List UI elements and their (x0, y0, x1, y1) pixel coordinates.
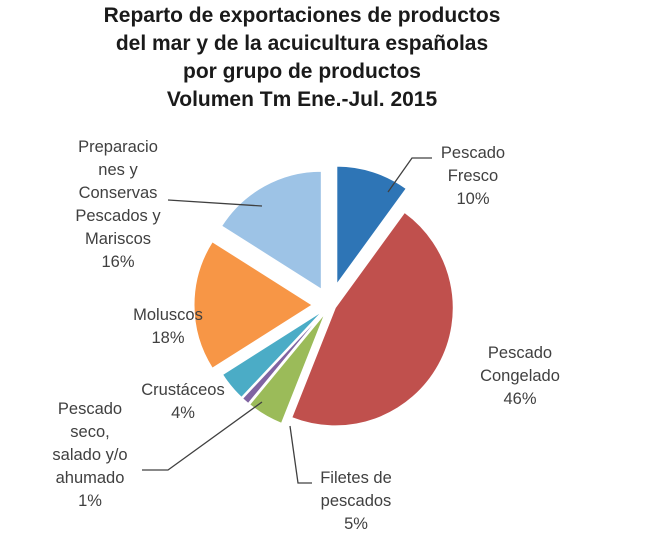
pie-slice-pescado-fresco (336, 165, 407, 286)
pie-slice-pescado-congelado (291, 211, 454, 427)
slice-label-line: Crustáceos (141, 381, 224, 399)
pie-slice-crustaceos (221, 310, 323, 399)
slice-label-line: ahumado (56, 469, 125, 487)
chart-title-line-4: Volumen Tm Ene.-Jul. 2015 (167, 88, 438, 111)
chart-title-line-3: por grupo de productos (183, 60, 421, 83)
slice-label-pescado-congelado: Pescado Congelado 46% (480, 344, 560, 408)
chart-title: Reparto de exportaciones de productos de… (104, 4, 501, 111)
slice-label-line: Preparacio (78, 138, 158, 156)
slice-label-preparaciones-conservas: Preparacio nes y Conservas Pescados y Marisc… (75, 138, 161, 271)
pie-slice-moluscos (193, 241, 313, 369)
leader-lines (142, 157, 432, 484)
slice-percent-pescado-fresco: 10% (456, 190, 489, 208)
slice-label-line: Mariscos (85, 230, 151, 248)
pie-slices (193, 165, 454, 427)
slice-percent-pescado-seco: 1% (78, 492, 102, 510)
leader-line-filetes-de-pescados (289, 425, 312, 484)
pie-slice-preparaciones-conservas (221, 170, 322, 291)
slice-label-line: Conservas (79, 184, 158, 202)
slice-percent-preparaciones-conservas: 16% (101, 253, 134, 271)
slice-label-filetes-de-pescados: Filetes de pescados 5% (320, 469, 392, 533)
slice-label-line: salado y/o (52, 446, 127, 464)
slice-label-line: Pescado (58, 400, 122, 418)
slice-label-line: Fresco (448, 167, 498, 185)
slice-percent-moluscos: 18% (151, 329, 184, 347)
leader-line-preparaciones-conservas (167, 199, 263, 207)
slice-label-line: Moluscos (133, 306, 203, 324)
slice-percent-filetes-de-pescados: 5% (344, 515, 368, 533)
slice-label-line: Pescado (488, 344, 552, 362)
slice-label-pescado-fresco: Pescado Fresco 10% (441, 144, 505, 208)
slice-label-line: Pescados y (75, 207, 161, 225)
pie-slice-pescado-seco (241, 312, 324, 405)
pie-slice-filetes-de-pescados (248, 313, 326, 424)
slice-percent-crustaceos: 4% (171, 404, 195, 422)
chart-title-line-2: del mar y de la acuicultura españolas (116, 32, 488, 55)
leader-line-pescado-seco (142, 401, 263, 471)
slice-labels: Pescado Fresco 10% Pescado Congelado 46% Filet… (52, 138, 560, 533)
slice-label-crustaceos: Crustáceos 4% (141, 381, 224, 422)
slice-label-line: pescados (321, 492, 392, 510)
slice-label-line: seco, (70, 423, 109, 441)
leader-line-pescado-fresco (387, 157, 432, 193)
chart-title-line-1: Reparto de exportaciones de productos (104, 4, 501, 27)
slice-label-line: Pescado (441, 144, 505, 162)
slice-label-pescado-seco: Pescado seco, salado y/o ahumado 1% (52, 400, 127, 510)
slice-label-moluscos: Moluscos 18% (133, 306, 203, 347)
slice-label-line: Congelado (480, 367, 560, 385)
slice-label-line: Filetes de (320, 469, 392, 487)
slice-percent-pescado-congelado: 46% (503, 390, 536, 408)
slice-label-line: nes y (98, 161, 138, 179)
